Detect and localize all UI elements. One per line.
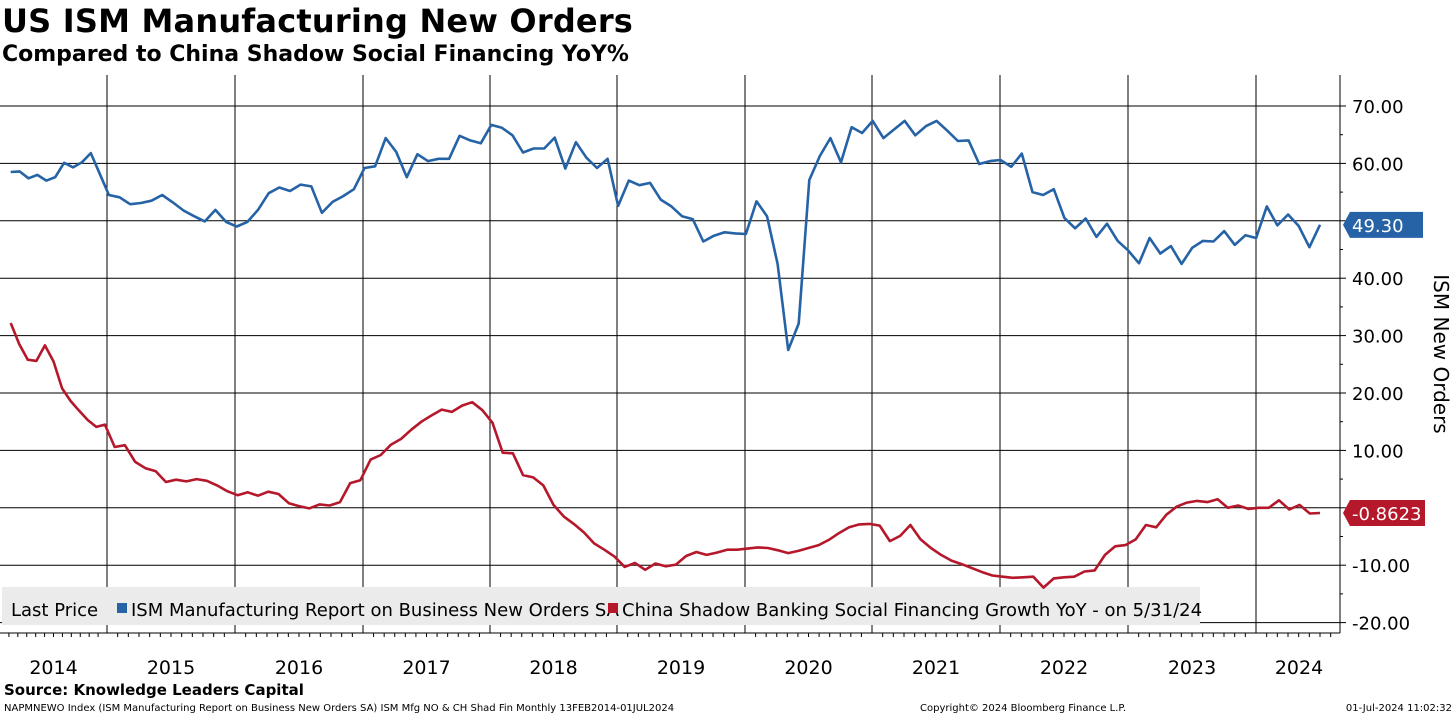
y-tick-label: 10.00 bbox=[1352, 441, 1404, 462]
y-tick-label: 40.00 bbox=[1352, 269, 1404, 290]
y-tick-label: 60.00 bbox=[1352, 154, 1404, 175]
legend-label-china: China Shadow Banking Social Financing Gr… bbox=[622, 600, 1202, 621]
legend-label-ism: ISM Manufacturing Report on Business New… bbox=[131, 600, 620, 621]
y-tick-label: -20.00 bbox=[1352, 614, 1410, 635]
y-tick-label: 70.00 bbox=[1352, 97, 1404, 118]
chart-title: US ISM Manufacturing New Orders bbox=[2, 2, 634, 40]
legend-swatch-ism bbox=[117, 603, 127, 613]
ism-series-line bbox=[10, 119, 1322, 352]
y-tick-label: -10.00 bbox=[1352, 556, 1410, 577]
x-tick-label: 2024 bbox=[1275, 657, 1323, 679]
source-note: Source: Knowledge Leaders Capital bbox=[4, 681, 304, 699]
ism-last-value-tag-box bbox=[1343, 211, 1423, 238]
y-axis-title: ISM New Orders bbox=[1429, 274, 1453, 433]
x-tick-label: 2019 bbox=[657, 657, 705, 679]
footer-timestamp: 01-Jul-2024 11:02:32 bbox=[1345, 703, 1452, 714]
ism-last-value-tag-text: 49.30 bbox=[1352, 216, 1404, 237]
footer-description: NAPMNEWO Index (ISM Manufacturing Report… bbox=[4, 703, 675, 714]
y-tick-label: 20.00 bbox=[1352, 384, 1404, 405]
x-tick-label: 2017 bbox=[402, 657, 450, 679]
legend-prefix: Last Price bbox=[11, 600, 98, 621]
china-last-value-tag-box bbox=[1343, 499, 1425, 526]
china-series-line bbox=[9, 322, 1321, 589]
x-tick-label: 2016 bbox=[275, 657, 323, 679]
x-tick-label: 2023 bbox=[1168, 657, 1216, 679]
x-tick-label: 2020 bbox=[784, 657, 832, 679]
legend: Last Price ISM Manufacturing Report on Bu… bbox=[2, 587, 1202, 625]
china-last-value-tag: -0.8623 bbox=[1343, 499, 1425, 526]
x-tick-label: 2022 bbox=[1040, 657, 1088, 679]
x-tick-label: 2015 bbox=[147, 657, 195, 679]
footer-copyright: Copyright© 2024 Bloomberg Finance L.P. bbox=[920, 703, 1127, 714]
legend-swatch-china bbox=[608, 603, 618, 613]
ism-last-value-tag: 49.30 bbox=[1343, 211, 1423, 238]
china-last-value-tag-text: -0.8623 bbox=[1352, 504, 1421, 525]
chart-subtitle: Compared to China Shadow Social Financin… bbox=[2, 42, 629, 67]
legend-background bbox=[2, 587, 1200, 625]
x-tick-label: 2014 bbox=[29, 657, 77, 679]
y-tick-label: 30.00 bbox=[1352, 327, 1404, 348]
x-tick-label: 2021 bbox=[912, 657, 960, 679]
x-tick-label: 2018 bbox=[529, 657, 577, 679]
